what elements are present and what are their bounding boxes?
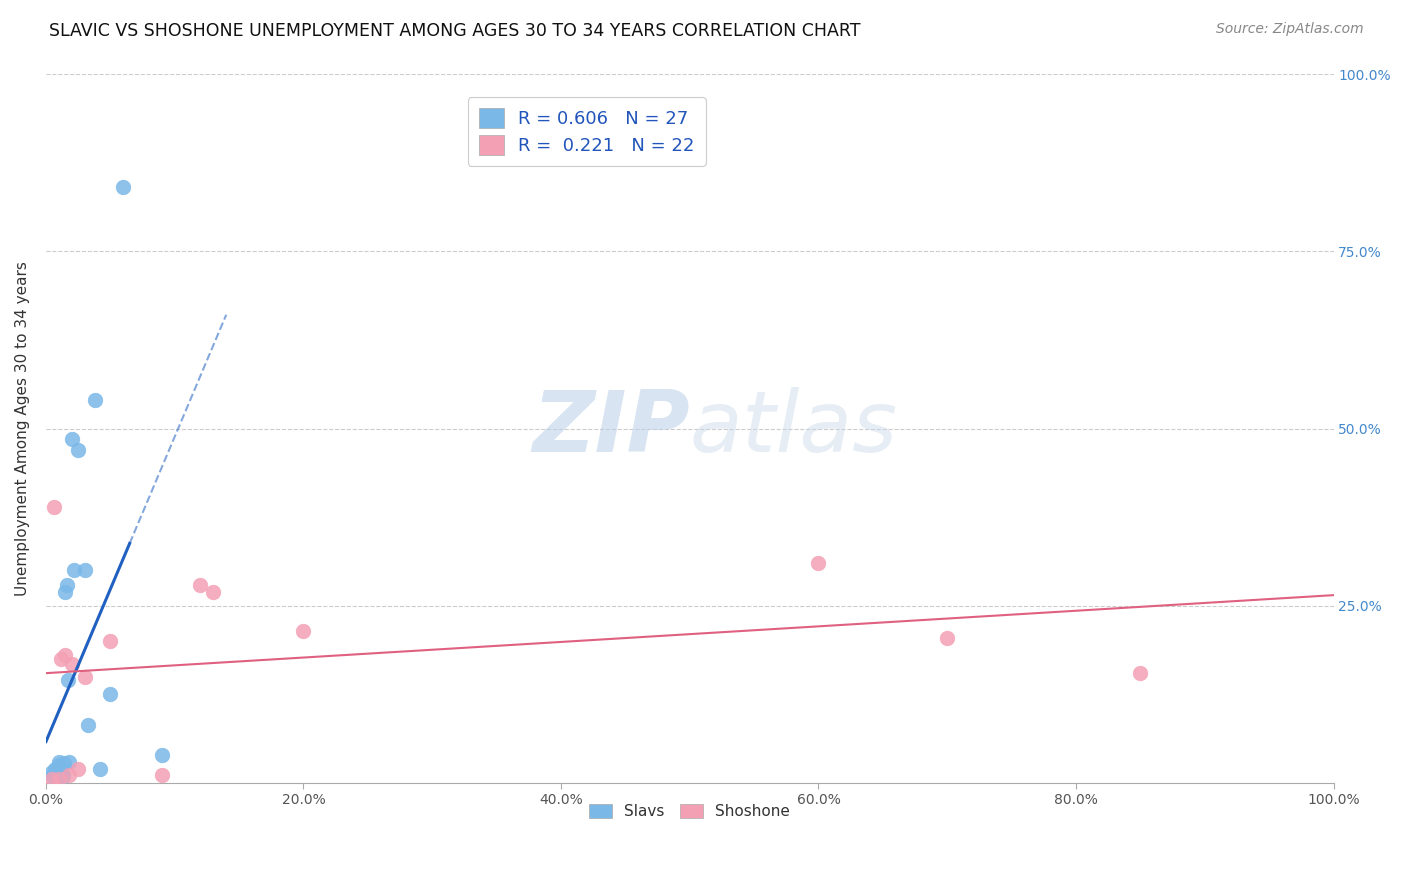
Point [53,584,76,599]
Point [807,556,830,570]
Point [41,769,63,783]
Point [51,652,73,666]
Point [202,584,225,599]
Point [49,765,72,780]
Point [67,762,90,776]
Point [60,657,83,671]
Point [1129,666,1152,681]
Point [77,718,100,732]
Text: ZIP: ZIP [531,387,690,470]
Point [56,673,79,688]
Y-axis label: Unemployment Among Ages 30 to 34 years: Unemployment Among Ages 30 to 34 years [15,261,30,596]
Point [51,762,73,776]
Point [42,767,65,781]
Point [150,747,173,762]
Point [98,634,121,648]
Point [45,767,67,781]
Point [41,765,63,780]
Point [67,442,90,457]
Point [63,563,86,577]
Text: SLAVIC VS SHOSHONE UNEMPLOYMENT AMONG AGES 30 TO 34 YEARS CORRELATION CHART: SLAVIC VS SHOSHONE UNEMPLOYMENT AMONG AG… [49,22,860,40]
Point [48,758,70,772]
Point [42,500,65,514]
Point [60,432,83,446]
Text: atlas: atlas [690,387,898,470]
Point [52,769,75,783]
Point [73,563,96,577]
Point [83,393,105,408]
Point [936,631,959,645]
Point [48,772,70,787]
Point [190,577,212,591]
Point [53,756,76,771]
Point [112,180,135,194]
Point [73,670,96,684]
Point [41,772,63,787]
Point [53,648,76,663]
Point [292,624,315,638]
Point [52,767,75,781]
Point [44,762,66,776]
Legend: Slavs, Shoshone: Slavs, Shoshone [583,797,796,825]
Point [58,755,80,769]
Point [89,762,111,776]
Point [150,767,173,781]
Point [55,577,77,591]
Point [46,764,69,778]
Point [48,755,70,769]
Text: Source: ZipAtlas.com: Source: ZipAtlas.com [1216,22,1364,37]
Point [98,687,121,701]
Point [58,767,80,781]
